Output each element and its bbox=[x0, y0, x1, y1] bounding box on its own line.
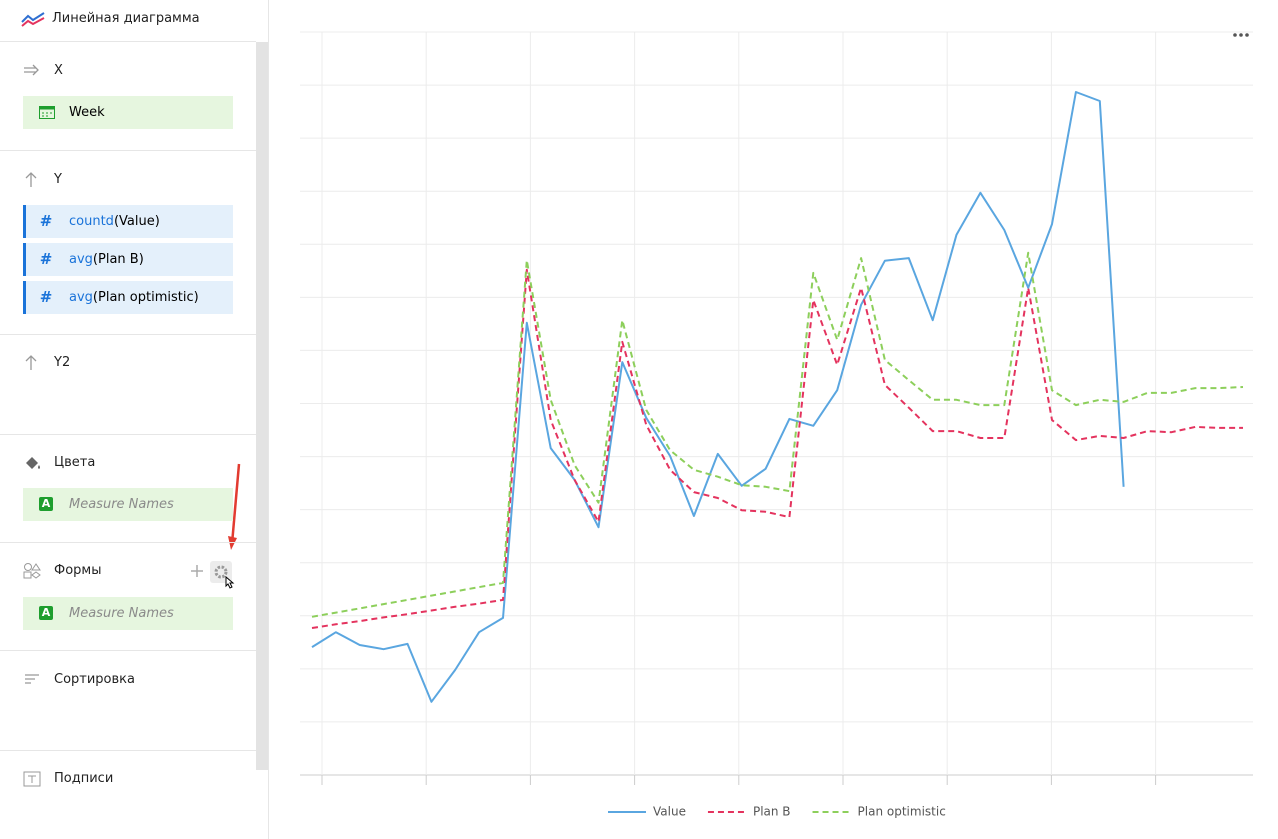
field-pill[interactable]: Week bbox=[23, 96, 233, 129]
chart-type[interactable]: Линейная диаграмма bbox=[52, 11, 200, 26]
legend-label: Plan optimistic bbox=[858, 805, 946, 819]
chart-type-icon bbox=[21, 12, 45, 27]
field-function: avg bbox=[69, 252, 93, 267]
field-label: countd(Value) bbox=[69, 205, 160, 238]
field-label: avg(Plan optimistic) bbox=[69, 281, 199, 314]
section-icon bbox=[23, 563, 41, 579]
field-name: (Value) bbox=[113, 214, 160, 229]
section-icon bbox=[26, 457, 40, 469]
section-title: Y bbox=[54, 172, 62, 187]
section-title: Цвета bbox=[54, 455, 96, 470]
field-pill[interactable]: A Measure Names bbox=[23, 488, 233, 521]
field-type-icon: # bbox=[39, 250, 53, 268]
field-function: avg bbox=[69, 290, 93, 305]
field-pill[interactable]: # countd(Value) bbox=[23, 205, 233, 238]
field-label: Measure Names bbox=[69, 497, 174, 512]
series-line bbox=[311, 268, 1243, 629]
divider bbox=[0, 542, 256, 543]
field-function: countd bbox=[69, 214, 114, 229]
field-name: (Plan B) bbox=[92, 252, 144, 267]
scrollbar[interactable] bbox=[256, 42, 268, 770]
section-title: X bbox=[54, 63, 63, 78]
section-title: Y2 bbox=[54, 355, 71, 370]
section-title: Подписи bbox=[54, 771, 114, 786]
divider bbox=[0, 750, 256, 751]
annotation-arrow bbox=[228, 463, 241, 550]
section-icon bbox=[24, 64, 39, 76]
shape-actions[interactable] bbox=[188, 561, 240, 597]
section-title: Формы bbox=[54, 563, 102, 578]
field-label: Week bbox=[69, 105, 105, 120]
legend-label: Plan B bbox=[753, 805, 791, 819]
section-icon bbox=[25, 674, 39, 684]
field-pill[interactable]: A Measure Names bbox=[23, 597, 233, 630]
series-line bbox=[311, 251, 1244, 618]
field-type-icon: # bbox=[39, 288, 53, 306]
divider bbox=[0, 650, 256, 651]
field-type-icon: A bbox=[39, 497, 53, 511]
field-label: Measure Names bbox=[69, 606, 174, 621]
field-type-icon: # bbox=[39, 212, 53, 230]
date-icon bbox=[39, 106, 55, 119]
field-label: avg(Plan B) bbox=[69, 243, 144, 276]
section-icon bbox=[23, 771, 41, 787]
divider bbox=[0, 41, 256, 42]
legend-label: Value bbox=[653, 805, 686, 819]
field-name: (Plan optimistic) bbox=[92, 290, 199, 305]
divider bbox=[0, 150, 256, 151]
section-icon bbox=[25, 172, 37, 187]
field-pill[interactable]: # avg(Plan optimistic) bbox=[23, 281, 233, 314]
series-line bbox=[311, 91, 1125, 703]
divider bbox=[0, 334, 256, 335]
section-title: Сортировка bbox=[54, 672, 135, 687]
divider bbox=[0, 434, 256, 435]
sidebar: Линейная диаграмма X Week Y # countd(Value) #… bbox=[0, 0, 269, 839]
field-type-icon: A bbox=[39, 606, 53, 620]
field-pill[interactable]: # avg(Plan B) bbox=[23, 243, 233, 276]
more-menu[interactable] bbox=[1233, 33, 1249, 37]
section-icon bbox=[25, 355, 37, 370]
chart: Value Plan B Plan optimistic bbox=[300, 31, 1253, 819]
